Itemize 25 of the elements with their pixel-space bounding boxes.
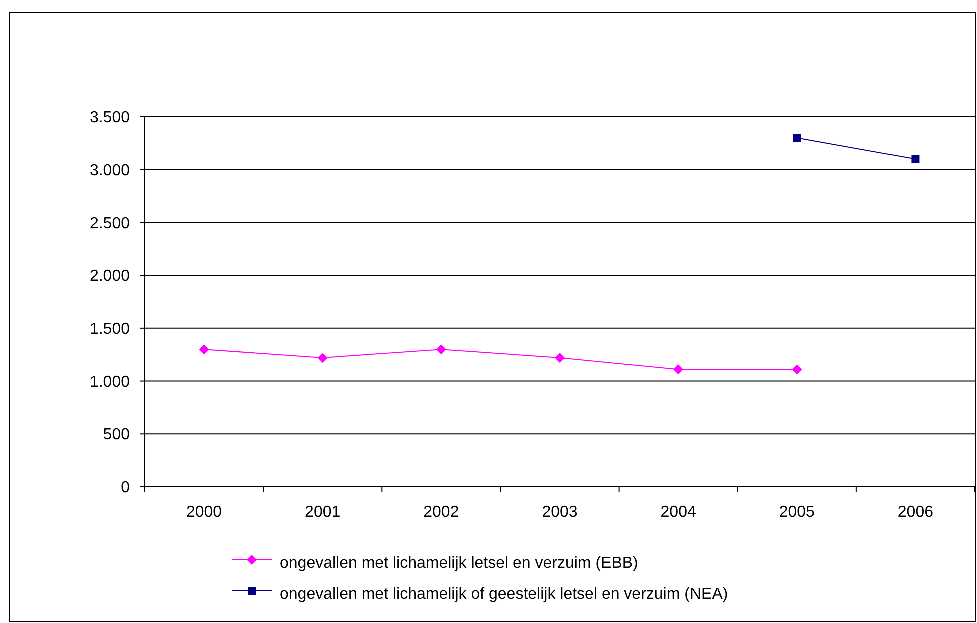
y-tick-label: 3.000 xyxy=(90,162,130,180)
x-tick-label: 2005 xyxy=(779,504,816,521)
x-tick-label: 2006 xyxy=(898,504,934,521)
point xyxy=(912,155,920,164)
x-tick-label: 2002 xyxy=(424,504,460,521)
legend-label: ongevallen met lichamelijk of geestelijk letsel en verzuim (NEA) xyxy=(280,586,728,603)
point xyxy=(555,353,565,364)
y-tick-label: 1.500 xyxy=(90,321,130,338)
x-tick-label: 2003 xyxy=(542,504,578,521)
x-tick-label: 2004 xyxy=(660,504,696,521)
point xyxy=(793,134,802,142)
y-tick-label: 2.500 xyxy=(90,215,130,232)
point xyxy=(318,353,328,364)
y-tick-label: 500 xyxy=(103,426,130,444)
y-tick-label: 0 xyxy=(121,480,130,497)
y-tick-label: 3.500 xyxy=(90,110,130,127)
point xyxy=(436,344,446,355)
x-tick-label: 2000 xyxy=(186,504,222,521)
x-tick-label: 2001 xyxy=(305,504,341,521)
point xyxy=(792,364,802,375)
y-tick-label: 1.000 xyxy=(90,374,130,391)
legend-label: ongevallen met lichamelijk letsel en verzuim (EBB) xyxy=(280,555,638,572)
y-tick-label: 2.000 xyxy=(90,268,130,286)
point xyxy=(674,364,684,375)
point xyxy=(199,344,210,355)
